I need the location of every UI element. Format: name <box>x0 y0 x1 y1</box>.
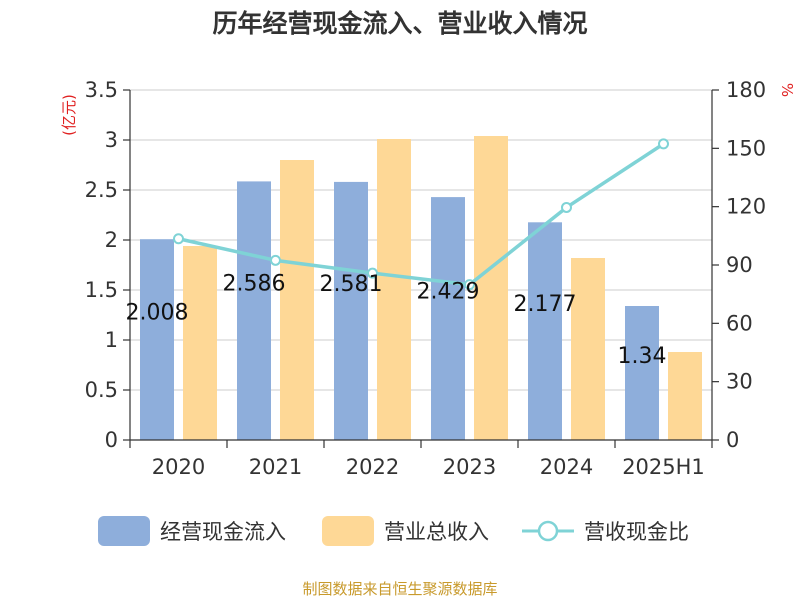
legend-item-cash-inflow[interactable]: 经营现金流入 <box>98 516 286 546</box>
x-tick-label: 2023 <box>443 455 496 479</box>
data-label-cash-inflow: 2.586 <box>223 272 286 297</box>
bar-cash-inflow <box>431 197 465 440</box>
x-tick-label: 2020 <box>152 455 205 479</box>
bar-cash-inflow <box>334 181 368 440</box>
bar-revenue <box>377 139 411 440</box>
bar-revenue <box>280 160 314 440</box>
bar-revenue <box>668 352 702 440</box>
y-left-tick-label: 3 <box>105 128 118 152</box>
data-label-cash-inflow: 2.429 <box>417 280 480 305</box>
bar-revenue <box>571 258 605 440</box>
bar-revenue <box>183 246 217 440</box>
y-right-tick-label: 30 <box>726 370 753 394</box>
legend-swatch-ratio <box>522 520 574 542</box>
y-left-tick-label: 0 <box>105 428 118 452</box>
y-right-tick-label: 90 <box>726 253 753 277</box>
y-left-tick-label: 2.5 <box>85 178 118 202</box>
bar-cash-inflow <box>528 222 562 440</box>
point-ratio <box>270 254 281 266</box>
x-tick-label: 2024 <box>540 455 593 479</box>
x-tick-label: 2025H1 <box>622 455 705 479</box>
legend-item-revenue[interactable]: 营业总收入 <box>322 516 489 546</box>
legend-swatch-cash-inflow <box>98 516 150 546</box>
legend-label-revenue: 营业总收入 <box>384 520 489 544</box>
y-right-axis-label: % <box>778 83 796 97</box>
legend-label-ratio: 营收现金比 <box>584 520 689 544</box>
y-left-tick-label: 0.5 <box>85 378 118 402</box>
legend-swatch-revenue <box>322 516 374 546</box>
data-label-cash-inflow: 2.177 <box>514 292 577 317</box>
point-ratio <box>464 279 475 291</box>
legend-item-ratio[interactable]: 营收现金比 <box>522 516 689 546</box>
chart-title: 历年经营现金流入、营业收入情况 <box>212 9 588 38</box>
point-ratio <box>367 267 378 279</box>
data-label-cash-inflow: 1.34 <box>618 344 667 369</box>
line-ratio <box>178 142 665 287</box>
bar-cash-inflow <box>237 181 271 440</box>
point-ratio <box>561 201 572 213</box>
y-right-tick-label: 180 <box>726 78 766 102</box>
y-right-tick-label: 150 <box>726 136 766 160</box>
data-label-cash-inflow: 2.008 <box>126 301 189 326</box>
bar-revenue <box>474 136 508 440</box>
x-tick-label: 2022 <box>346 455 399 479</box>
point-ratio <box>173 233 184 245</box>
source-credit: 制图数据来自恒生聚源数据库 <box>302 580 498 598</box>
data-label-cash-inflow: 2.581 <box>320 272 383 297</box>
y-left-tick-label: 1 <box>105 328 118 352</box>
bar-cash-inflow <box>625 306 659 440</box>
y-right-tick-label: 120 <box>726 195 766 219</box>
point-ratio <box>658 138 669 150</box>
y-left-axis-label: (亿元) <box>60 94 78 136</box>
y-right-tick-label: 60 <box>726 311 753 335</box>
bar-cash-inflow <box>140 239 174 440</box>
y-left-tick-label: 3.5 <box>85 78 118 102</box>
y-left-tick-label: 2 <box>105 228 118 252</box>
legend-label-cash-inflow: 经营现金流入 <box>160 520 286 544</box>
y-right-tick-label: 0 <box>726 428 739 452</box>
x-tick-label: 2021 <box>249 455 302 479</box>
y-left-tick-label: 1.5 <box>85 278 118 302</box>
